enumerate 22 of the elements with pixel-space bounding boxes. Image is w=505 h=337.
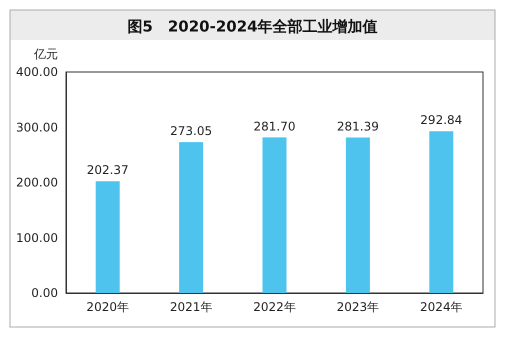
data-label: 281.39 — [336, 120, 379, 134]
x-tick-label: 2020年 — [86, 300, 129, 314]
y-tick-label: 100.00 — [16, 230, 58, 245]
x-tick-label: 2022年 — [253, 300, 296, 314]
data-label: 281.70 — [254, 119, 296, 134]
bar — [429, 131, 454, 293]
x-tick-label: 2023年 — [336, 300, 380, 314]
data-label: 202.37 — [86, 163, 129, 178]
y-tick-label: 200.00 — [16, 176, 58, 190]
y-tick-label: 300.00 — [16, 120, 58, 134]
data-label: 292.84 — [420, 113, 462, 128]
data-label: 273.05 — [170, 124, 212, 138]
bar — [179, 142, 204, 293]
x-tick-label: 2024年 — [420, 300, 463, 314]
bar — [346, 138, 370, 293]
x-tick-label: 2021年 — [170, 300, 212, 314]
y-tick-label: 0.00 — [31, 286, 58, 300]
y-tick-label: 400.00 — [16, 65, 58, 79]
bar — [262, 137, 286, 293]
bar — [96, 181, 120, 293]
y-axis-title: 亿元 — [33, 47, 58, 61]
chart-title: 图5 2020-2024年全部工业增加值 — [127, 18, 378, 36]
